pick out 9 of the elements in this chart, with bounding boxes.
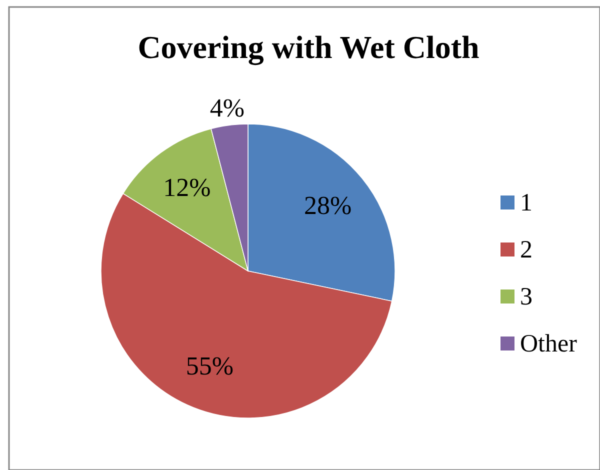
legend-label: 3	[520, 284, 532, 310]
data-label: 28%	[304, 191, 352, 220]
data-label: 55%	[186, 352, 234, 381]
legend-label: 2	[520, 236, 532, 264]
chart-title: Covering with Wet Cloth	[138, 29, 480, 66]
data-label: 4%	[210, 93, 245, 122]
data-label: 12%	[163, 173, 211, 202]
legend-label: Other	[520, 330, 578, 358]
legend-label: 1	[520, 190, 532, 216]
